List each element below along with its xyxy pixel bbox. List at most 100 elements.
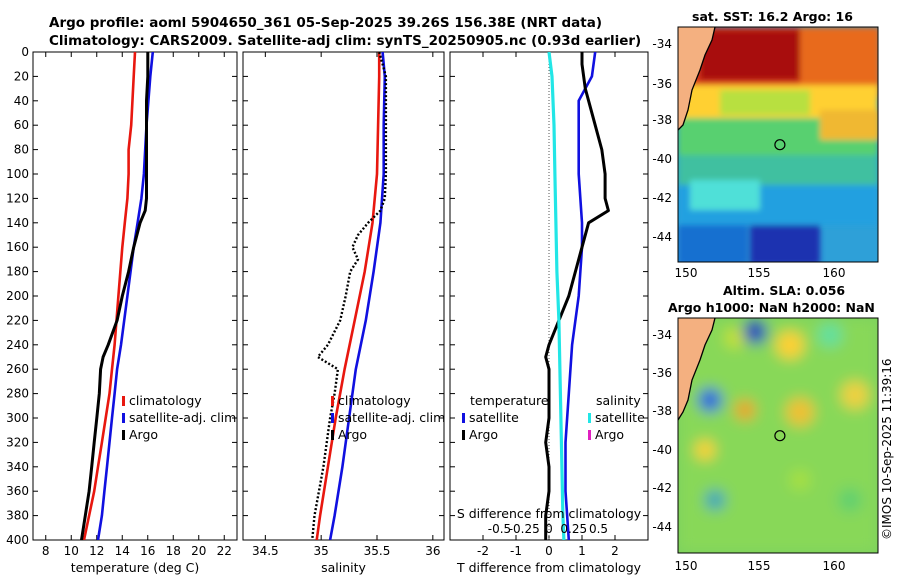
- lon-tick-label: 150: [675, 266, 698, 280]
- lat-tick-label: -34: [652, 37, 672, 51]
- legend-temperature-title: temperature: [470, 393, 549, 408]
- x-tick-label: 14: [115, 544, 130, 558]
- y-tick-label: 360: [6, 484, 29, 498]
- legend-t-satellite-label: satellite: [469, 410, 519, 425]
- x-tick-label: -2: [477, 544, 489, 558]
- x-tick-label: 34.5: [252, 544, 279, 558]
- x2-tick-label: -0.5: [488, 522, 511, 536]
- legend-salinity-title: salinity: [596, 393, 641, 408]
- y-tick-label: 220: [6, 313, 29, 327]
- y-tick-label: 180: [6, 265, 29, 279]
- x-tick-label: 36: [425, 544, 440, 558]
- y-tick-label: 320: [6, 435, 29, 449]
- figure-title-line1: Argo profile: aoml 5904650_361 05-Sep-20…: [49, 15, 603, 31]
- y-tick-label: 280: [6, 387, 29, 401]
- profile-panel-3: -2 -1 0 1 2 T difference from climatology: [449, 51, 649, 575]
- y-tick-label: 260: [6, 362, 29, 376]
- y-tick-label: 340: [6, 460, 29, 474]
- legend-climatology-label: climatology: [338, 393, 411, 408]
- legend-satellite-clim-label: satellite-adj. clim: [129, 410, 236, 425]
- legend-climatology-swatch: [122, 396, 125, 406]
- lat-tick-label: -40: [652, 152, 672, 166]
- x-tick-label: -1: [510, 544, 522, 558]
- legend-climatology-label: climatology: [129, 393, 202, 408]
- argo-location-marker: [774, 139, 786, 151]
- y-tick-label: 0: [21, 45, 29, 59]
- x-tick-label: 10: [64, 544, 79, 558]
- lat-tick-label: -34: [652, 328, 672, 342]
- y-tick-label: 160: [6, 240, 29, 254]
- legend-argo-swatch: [122, 430, 125, 440]
- legend-t-satellite-swatch: [462, 413, 465, 423]
- profile-panel-1: 8 10 12 14 16 18 20 220204060801001201401601802…: [6, 45, 238, 575]
- sst-lat-ticks: -34 -36 -38 -40 -42 -44: [652, 37, 672, 244]
- y-tick-label: 200: [6, 289, 29, 303]
- legend-satellite-clim-swatch: [331, 413, 334, 423]
- x-tick-label: 1: [578, 544, 586, 558]
- sla-map-title-line1: Altim. SLA: 0.056: [723, 283, 846, 298]
- x-tick-label: 12: [89, 544, 104, 558]
- series-line-t-satellite: [564, 52, 597, 540]
- series-line-s-satellite: [547, 52, 566, 540]
- y-tick-label: 60: [14, 118, 29, 132]
- x-tick-label: 16: [140, 544, 155, 558]
- legend-argo-label: Argo: [129, 427, 158, 442]
- temperature-legend: climatology satellite-adj. clim Argo: [122, 393, 236, 442]
- sla-lat-ticks: -34 -36 -38 -40 -42 -44: [652, 328, 672, 534]
- y-tick-label: 140: [6, 216, 29, 230]
- x-axis-label: temperature (deg C): [71, 560, 200, 575]
- difference-legend: temperature satellite Argo salinity satellit…: [462, 393, 645, 442]
- x-tick-label: 20: [191, 544, 206, 558]
- series-group: [544, 52, 610, 540]
- lat-tick-label: -40: [652, 443, 672, 457]
- y-tick-label: 240: [6, 338, 29, 352]
- legend-satellite-clim-label: satellite-adj. clim: [338, 410, 445, 425]
- sst-map-title: sat. SST: 16.2 Argo: 16: [692, 9, 853, 24]
- lon-tick-label: 155: [748, 266, 771, 280]
- y-tick-label: 400: [6, 533, 29, 547]
- lon-tick-label: 160: [823, 559, 846, 573]
- sla-map-title-line2: Argo h1000: NaN h2000: NaN: [668, 300, 875, 315]
- x2-tick-label: -0.25: [509, 522, 540, 536]
- series-line-climatology: [315, 52, 381, 540]
- y-tick-label: 20: [14, 69, 29, 83]
- lat-tick-label: -44: [652, 520, 672, 534]
- series-line-t-argo: [544, 52, 610, 540]
- x2-tick-label: 0.25: [560, 522, 587, 536]
- sst-lon-ticks: 150 155 160: [675, 266, 846, 280]
- lat-tick-label: -36: [652, 366, 672, 380]
- x-axis-label: salinity: [321, 560, 366, 575]
- legend-satellite-clim-swatch: [122, 413, 125, 423]
- x-tick-label: 0: [545, 544, 553, 558]
- profile-panel-2: 34.5 35 35.5 36 salinity: [242, 51, 445, 575]
- x2-tick-label: 0: [545, 522, 553, 536]
- argo-location-marker: [774, 430, 786, 442]
- figure-title-line2: Climatology: CARS2009. Satellite-adj cli…: [49, 33, 642, 49]
- y-tick-label: 380: [6, 509, 29, 523]
- legend-argo-label: Argo: [338, 427, 367, 442]
- y-tick-label: 300: [6, 411, 29, 425]
- x-axis-label: T difference from climatology: [456, 560, 642, 575]
- legend-s-satellite-label: satellite: [595, 410, 645, 425]
- imos-timestamp: ©IMOS 10-Sep-2025 11:39:16: [880, 358, 894, 540]
- legend-climatology-swatch: [331, 396, 334, 406]
- profile-panels: 8 10 12 14 16 18 20 220204060801001201401601802…: [6, 45, 649, 575]
- x-tick-label: 2: [611, 544, 619, 558]
- salinity-legend: climatology satellite-adj. clim Argo: [331, 393, 445, 442]
- x-tick-label: 22: [217, 544, 232, 558]
- x-tick-label: 18: [166, 544, 181, 558]
- legend-s-argo-label: Argo: [595, 427, 624, 442]
- sst-map: [677, 26, 879, 263]
- sla-map: [677, 317, 879, 554]
- x2-tick-label: 0.5: [589, 522, 608, 536]
- lon-tick-label: 150: [675, 559, 698, 573]
- lat-tick-label: -38: [652, 113, 672, 127]
- lat-tick-label: -38: [652, 404, 672, 418]
- lat-tick-label: -42: [652, 191, 672, 205]
- x-tick-label: 8: [42, 544, 50, 558]
- legend-argo-swatch: [331, 430, 334, 440]
- legend-t-argo-label: Argo: [469, 427, 498, 442]
- lat-tick-label: -36: [652, 77, 672, 91]
- y-tick-label: 80: [14, 143, 29, 157]
